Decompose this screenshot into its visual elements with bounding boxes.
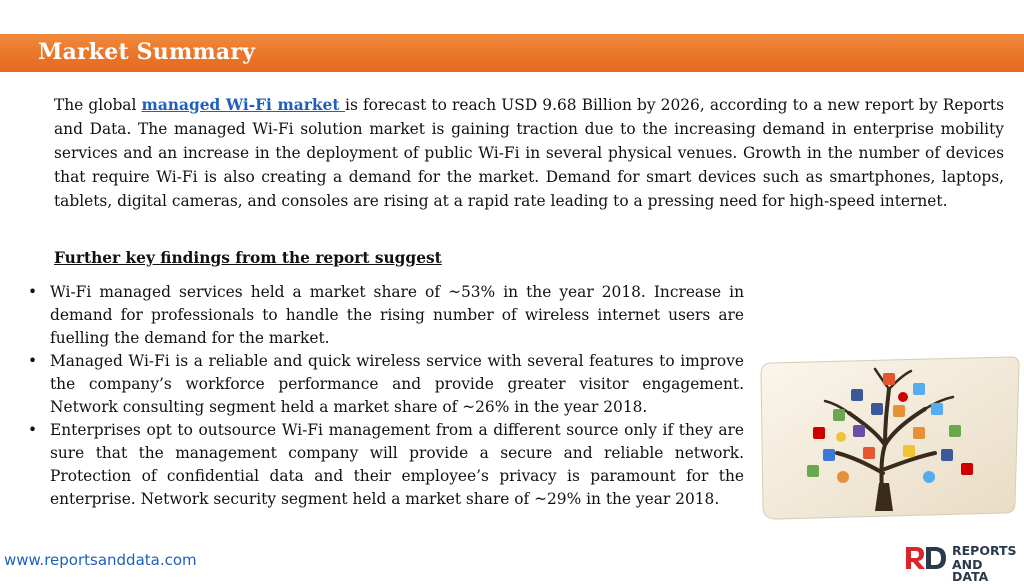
logo-line-2: AND DATA	[952, 557, 989, 584]
intro-text-rest: is forecast to reach USD 9.68 Billion by…	[54, 96, 1004, 210]
website-link[interactable]: www.reportsanddata.com	[4, 551, 197, 569]
intro-paragraph: The global managed Wi-Fi market is forec…	[54, 93, 1004, 213]
logo-line-1: REPORTS	[952, 543, 1017, 558]
findings-heading: Further key findings from the report sug…	[54, 249, 442, 267]
social-media-tree-image	[760, 356, 1020, 520]
findings-list: Wi-Fi managed services held a market sha…	[28, 281, 744, 511]
intro-text-start: The global	[54, 96, 142, 114]
list-item: Managed Wi-Fi is a reliable and quick wi…	[28, 350, 744, 419]
list-item: Enterprises opt to outsource Wi-Fi manag…	[28, 419, 744, 511]
page-title: Market Summary	[38, 39, 256, 65]
managed-wifi-market-link[interactable]: managed Wi-Fi market	[141, 96, 346, 114]
header-banner: Market Summary	[0, 34, 1024, 72]
list-item: Wi-Fi managed services held a market sha…	[28, 281, 744, 350]
rd-logo-mark	[906, 547, 946, 569]
reports-and-data-logo: REPORTS AND DATA	[904, 543, 1022, 583]
